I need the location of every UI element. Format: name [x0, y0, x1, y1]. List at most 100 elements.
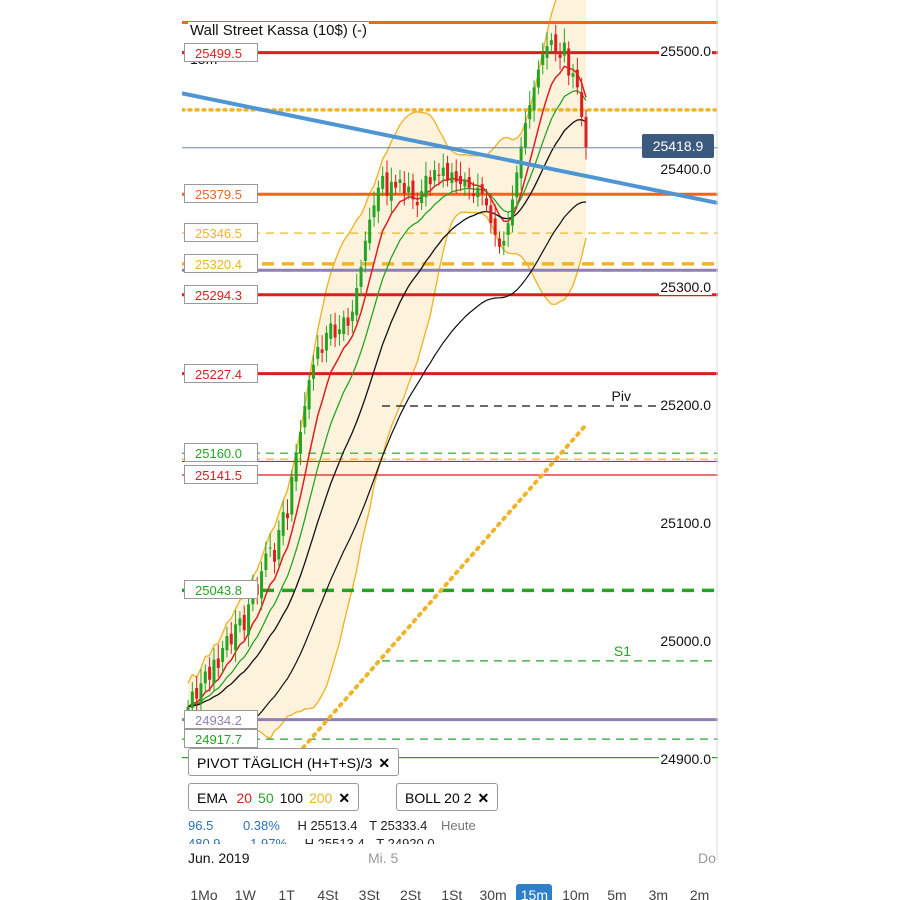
price-axis-label: 25200.0: [659, 397, 712, 413]
tab-2m[interactable]: 2m: [689, 887, 710, 900]
candle: [571, 73, 575, 77]
ema-period: 100: [279, 790, 303, 806]
stat-period: Heute: [441, 818, 476, 833]
level-label: 24917.7: [184, 729, 258, 749]
tab-2St[interactable]: 2St: [399, 887, 421, 900]
candle: [459, 175, 463, 185]
candle: [420, 191, 424, 204]
bollinger-upper: [187, 0, 557, 684]
tab-1Mo[interactable]: 1Mo: [190, 887, 218, 900]
boll-label: BOLL: [405, 790, 441, 806]
price-axis-label: 25400.0: [659, 161, 712, 177]
boll-param-1: 20: [444, 790, 460, 806]
candle: [467, 177, 471, 188]
level-label: 24934.2: [184, 709, 258, 729]
candle: [290, 476, 294, 515]
ema-100-line: [187, 119, 587, 708]
candle: [376, 187, 380, 212]
candle: [216, 658, 220, 668]
level-label: 25043.8: [184, 580, 258, 600]
candle: [433, 170, 437, 181]
candle: [489, 205, 493, 224]
candle: [558, 54, 562, 58]
candle: [359, 266, 363, 287]
tab-5m[interactable]: 5m: [607, 887, 627, 900]
x-axis-label-right: Do: [698, 850, 716, 866]
candle: [238, 618, 242, 626]
candle: [485, 198, 488, 206]
ema-20-line: [187, 65, 587, 708]
tab-1St[interactable]: 1St: [441, 887, 463, 900]
pivot-label: Piv: [611, 388, 631, 404]
candle: [294, 453, 298, 482]
tab-30m[interactable]: 30m: [479, 887, 507, 900]
candle: [441, 167, 445, 176]
tab-4St[interactable]: 4St: [317, 887, 339, 900]
level-label: 25320.4: [184, 253, 258, 273]
candle: [355, 288, 359, 316]
ema-label: EMA: [197, 790, 227, 806]
pivot-indicator-label: PIVOT TÄGLICH (H+T+S)/3: [197, 755, 373, 771]
candle: [554, 34, 558, 52]
tab-1T[interactable]: 1T: [278, 887, 295, 900]
candle: [394, 181, 398, 188]
pivot-label: S1: [613, 642, 631, 659]
price-axis-label: 25000.0: [659, 633, 712, 649]
candle: [567, 48, 571, 76]
candle: [337, 329, 341, 335]
candle: [346, 317, 350, 326]
candle: [463, 179, 467, 187]
level-label: 25141.5: [184, 465, 258, 485]
candle: [342, 317, 346, 335]
candle: [316, 347, 320, 359]
close-icon[interactable]: ✕: [338, 790, 351, 806]
candle: [528, 105, 532, 120]
tab-3St[interactable]: 3St: [358, 887, 380, 900]
candle: [415, 201, 419, 206]
ema-period: 50: [258, 790, 274, 806]
close-icon[interactable]: ✕: [378, 755, 391, 771]
ema-period: 200: [308, 790, 333, 806]
ema-period: 20: [236, 790, 253, 806]
candle: [402, 182, 406, 194]
candle: [324, 332, 328, 351]
timeframe-tabs: 1Mo 1W 1T 4St 3St 2St 1St 30m 15m 10m 5m 3m 2m: [182, 884, 718, 900]
tab-10m[interactable]: 10m: [562, 887, 590, 900]
candle: [575, 69, 579, 88]
ema-50-line: [187, 90, 587, 708]
boll-indicator-button[interactable]: BOLL 20 2 ✕: [396, 783, 499, 811]
stat-value: 96.5: [188, 818, 214, 833]
candle: [247, 604, 251, 635]
candle: [549, 40, 553, 45]
candle: [480, 184, 484, 194]
tab-15m[interactable]: 15m: [516, 884, 553, 900]
tab-1W[interactable]: 1W: [234, 887, 256, 900]
candle: [580, 92, 584, 117]
stats-row-2: 480.9 1.97% H 25513.4 T 24920.0: [188, 836, 435, 844]
close-icon[interactable]: ✕: [477, 790, 490, 806]
stat-percent: 0.38%: [242, 818, 280, 833]
candle: [298, 431, 302, 454]
candle: [536, 69, 540, 88]
candle: [446, 162, 450, 180]
candle: [510, 199, 514, 226]
candle: [333, 324, 337, 338]
ema-indicator-button[interactable]: EMA 20 50 100 200 ✕: [188, 783, 360, 811]
boll-param-2: 2: [463, 790, 472, 806]
tab-3m[interactable]: 3m: [648, 887, 669, 900]
pivot-indicator-button[interactable]: PIVOT TÄGLICH (H+T+S)/3 ✕: [188, 748, 400, 776]
candle: [411, 180, 415, 200]
candle: [389, 181, 393, 201]
candle: [493, 218, 497, 235]
candle: [277, 529, 281, 560]
candle: [450, 172, 454, 183]
price-chart[interactable]: [182, 0, 718, 900]
candle: [307, 380, 311, 410]
candle: [195, 688, 199, 699]
price-axis-label: 24900.0: [659, 751, 712, 767]
candle: [584, 116, 588, 148]
stat-low: T 25333.4: [369, 818, 428, 833]
bollinger-band-fill: [188, 0, 586, 739]
level-label: 25379.5: [184, 184, 258, 204]
candle: [234, 624, 238, 651]
